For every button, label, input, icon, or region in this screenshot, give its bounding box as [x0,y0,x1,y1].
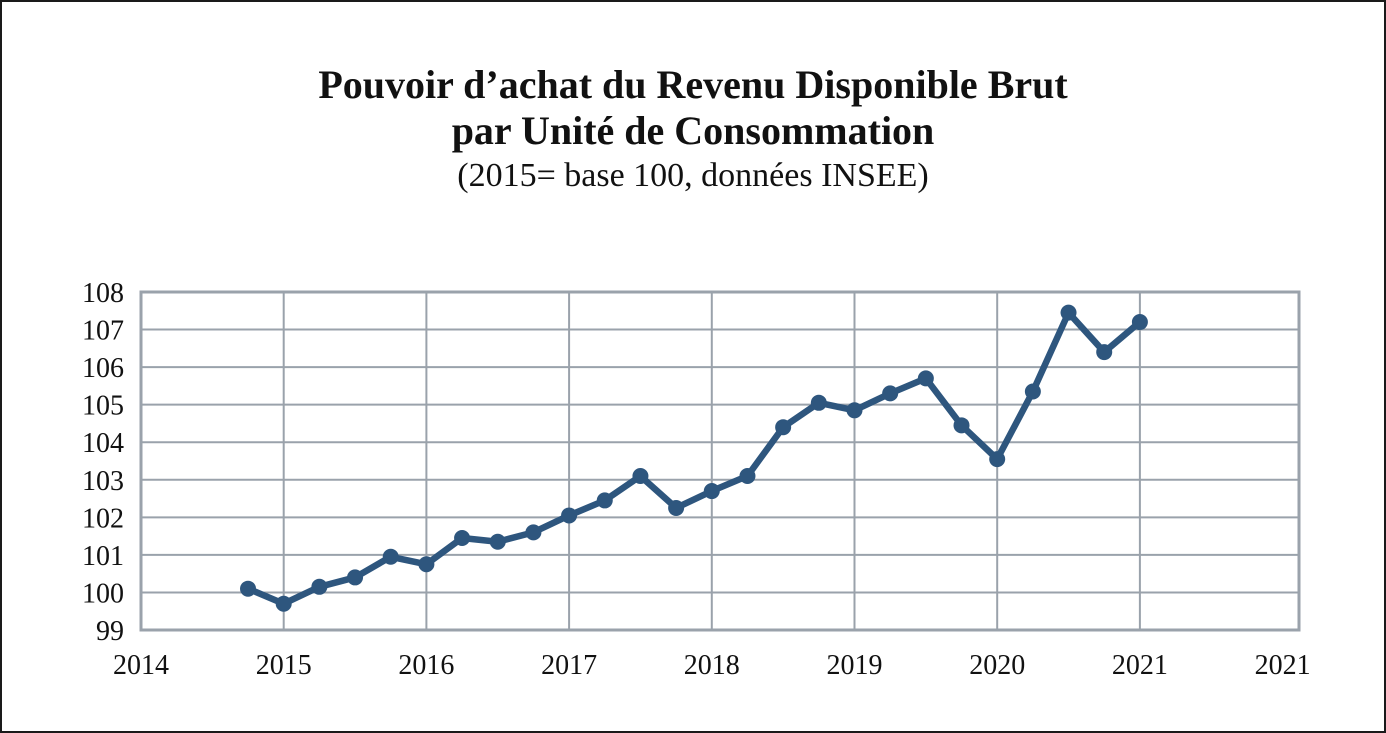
y-tick-label: 108 [82,278,124,309]
data-point [739,468,756,485]
y-tick-label: 106 [82,353,124,384]
x-tick-label: 2014 [113,650,169,681]
data-point [561,507,578,524]
data-point [1060,304,1077,321]
data-point [418,556,435,573]
x-tick-label: 2015 [256,650,312,681]
data-point [525,524,542,541]
x-tick-label: 2020 [969,650,1025,681]
data-point [275,595,292,612]
data-point [311,578,328,595]
x-tick-label: 2018 [684,650,740,681]
x-tick-label: 2016 [398,650,454,681]
y-tick-label: 99 [96,616,124,647]
data-point [846,402,863,419]
data-point [596,492,613,509]
y-tick-label: 102 [82,503,124,534]
chart-title-line-2: par Unité de Consommation [451,108,935,153]
data-point [703,483,720,500]
chart-title-block: Pouvoir d’achat du Revenu Disponible Bru… [2,62,1384,198]
y-tick-label: 103 [82,466,124,497]
data-point [382,548,399,565]
data-point [917,370,934,387]
data-point [489,533,506,550]
plot-frame [139,290,1301,632]
y-tick-label: 100 [82,578,124,609]
data-line [244,309,1144,607]
data-point [810,394,827,411]
data-point [240,580,257,597]
x-tick-label: 2021 [1112,650,1168,681]
x-tick-label: 2021 [1255,650,1311,681]
y-tick-label: 104 [82,428,124,459]
data-point [1131,314,1148,331]
data-point [989,451,1006,468]
data-point [347,569,364,586]
data-point [775,419,792,436]
y-tick-label: 107 [82,316,124,347]
data-point [882,385,899,402]
data-point [632,468,649,485]
data-point [1024,383,1041,400]
data-point [668,499,685,516]
chart-title-line-1: Pouvoir d’achat du Revenu Disponible Bru… [318,62,1068,107]
data-point [454,529,471,546]
data-point [953,417,970,434]
x-tick-label: 2017 [541,650,597,681]
x-tick-label: 2019 [826,650,882,681]
chart-subtitle: (2015= base 100, données INSEE) [457,157,929,194]
data-point [1096,344,1113,361]
y-tick-label: 105 [82,391,124,422]
y-tick-label: 101 [82,541,124,572]
